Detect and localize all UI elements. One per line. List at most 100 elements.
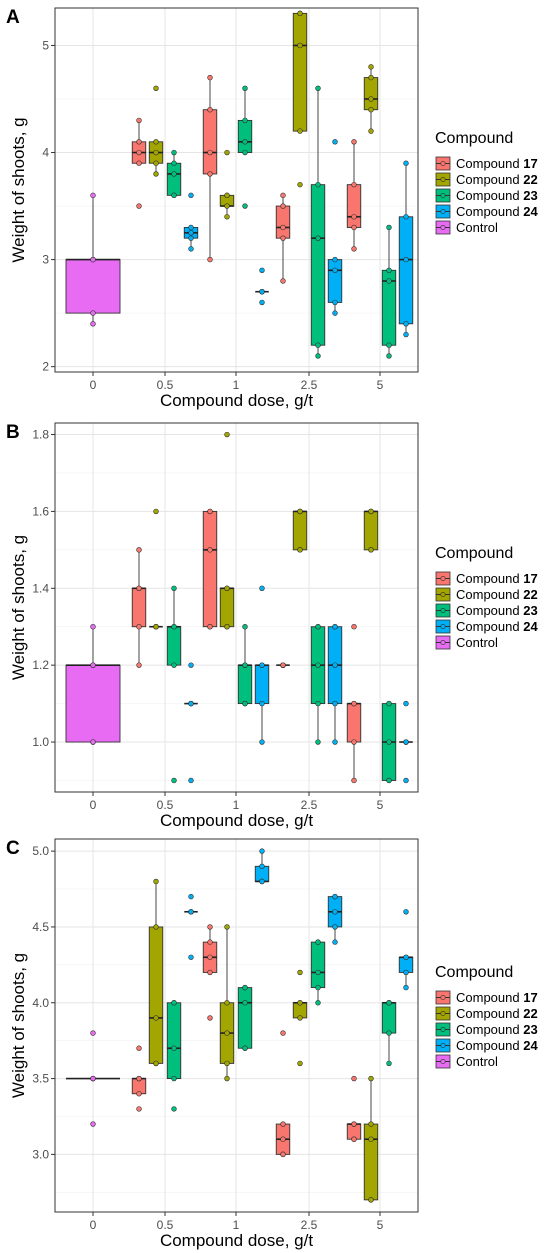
- data-point: [297, 1015, 303, 1021]
- data-point: [207, 107, 213, 113]
- legend-label-number: 22: [523, 1006, 537, 1021]
- data-point: [224, 1000, 230, 1006]
- data-point: [280, 203, 286, 209]
- legend-key-point: [440, 591, 446, 597]
- data-point: [153, 878, 159, 885]
- data-point: [188, 192, 194, 199]
- legend-item: Compound 17: [435, 571, 538, 586]
- data-point: [332, 939, 338, 945]
- box-compound-17-dose-1: [202, 74, 218, 263]
- data-point: [188, 224, 194, 231]
- data-point: [153, 508, 159, 515]
- data-point: [207, 954, 213, 960]
- data-point: [188, 893, 194, 900]
- box-compound-23-dose-5: [381, 224, 397, 359]
- data-point: [90, 1030, 96, 1036]
- data-point: [224, 203, 230, 209]
- x-axis-title: Compound dose, g/t: [160, 1231, 313, 1250]
- legend-label-prefix: Compound: [456, 204, 523, 219]
- data-point: [171, 192, 177, 199]
- data-point: [315, 85, 321, 91]
- box-compound-24-dose-0.5: [184, 662, 198, 784]
- data-point: [171, 160, 177, 166]
- legend-label: Compound 24: [456, 1038, 538, 1053]
- data-point: [153, 171, 159, 177]
- data-point: [259, 739, 265, 745]
- data-point: [351, 139, 357, 145]
- data-point: [351, 224, 357, 231]
- data-point: [386, 777, 392, 784]
- legend-key-point: [440, 193, 446, 199]
- data-point: [403, 984, 409, 991]
- data-point: [386, 267, 392, 273]
- legend-label-prefix: Compound: [456, 1022, 523, 1037]
- data-point: [403, 909, 409, 915]
- data-point: [153, 1060, 159, 1067]
- box-compound-22-dose-2.5: [292, 508, 308, 553]
- x-tick-label: 0.5: [157, 378, 174, 392]
- data-point: [188, 246, 194, 252]
- x-tick-label: 0.5: [157, 798, 174, 812]
- data-point: [280, 1121, 286, 1127]
- data-point: [242, 85, 248, 91]
- data-point: [153, 149, 159, 156]
- data-point: [242, 117, 248, 124]
- data-point: [332, 909, 338, 915]
- legend-label-number: 23: [523, 188, 537, 203]
- data-point: [403, 160, 409, 166]
- legend-item: Control: [435, 220, 498, 235]
- data-point: [153, 1015, 159, 1021]
- box-body: [148, 926, 164, 1064]
- x-tick-label: 2.5: [301, 798, 318, 812]
- y-axis-title: Weight of shoots, g: [9, 953, 28, 1098]
- data-point: [171, 1106, 177, 1112]
- box-compound-17-dose-5: [346, 139, 362, 252]
- box-compound-24-dose-2.5: [327, 893, 343, 945]
- box-compound-22-dose-2.5: [292, 10, 308, 188]
- data-point: [259, 848, 265, 854]
- box-compound-17-dose-0.5: [131, 117, 147, 209]
- x-tick-label: 0: [90, 1218, 97, 1232]
- data-point: [386, 1000, 392, 1006]
- data-point: [153, 139, 159, 145]
- legend-item: Compound 22: [435, 172, 538, 187]
- legend-label-number: 17: [523, 990, 537, 1005]
- legend-key-point: [440, 1059, 446, 1065]
- legend-label-prefix: Control: [456, 220, 498, 235]
- data-point: [297, 508, 303, 515]
- data-point: [315, 181, 321, 188]
- legend-label: Compound 17: [456, 990, 538, 1005]
- data-point: [332, 299, 338, 306]
- legend-key-point: [440, 209, 446, 215]
- data-point: [280, 235, 286, 241]
- data-point: [90, 256, 96, 263]
- box-compound-23-dose-5: [381, 700, 397, 784]
- data-point: [403, 321, 409, 327]
- data-point: [403, 739, 409, 745]
- data-point: [368, 107, 374, 113]
- legend-item: Compound 24: [435, 1038, 538, 1053]
- legend-label-prefix: Control: [456, 1054, 498, 1069]
- data-point: [224, 1075, 230, 1082]
- x-tick-label: 2.5: [301, 1218, 318, 1232]
- data-point: [351, 1121, 357, 1127]
- box-compound-22-dose-5: [363, 1075, 379, 1203]
- data-point: [297, 128, 303, 134]
- box-body: [166, 626, 182, 666]
- box-compound-23-dose-2.5: [310, 939, 326, 1006]
- legend-label-prefix: Compound: [456, 619, 523, 634]
- data-point: [332, 893, 338, 900]
- legend-label-number: 22: [523, 587, 537, 602]
- data-point: [280, 1151, 286, 1158]
- box-compound-23-dose-0.5: [166, 149, 182, 199]
- legend-label-prefix: Compound: [456, 587, 523, 602]
- data-point: [259, 267, 265, 273]
- data-point: [315, 984, 321, 991]
- legend-item: Compound 23: [435, 1022, 538, 1037]
- data-point: [368, 96, 374, 102]
- legend-label: Compound 22: [456, 587, 538, 602]
- box-compound-23-dose-1: [237, 85, 253, 209]
- data-point: [280, 224, 286, 231]
- legend-label: Compound 23: [456, 603, 538, 618]
- box-compound-17-dose-1: [202, 508, 218, 630]
